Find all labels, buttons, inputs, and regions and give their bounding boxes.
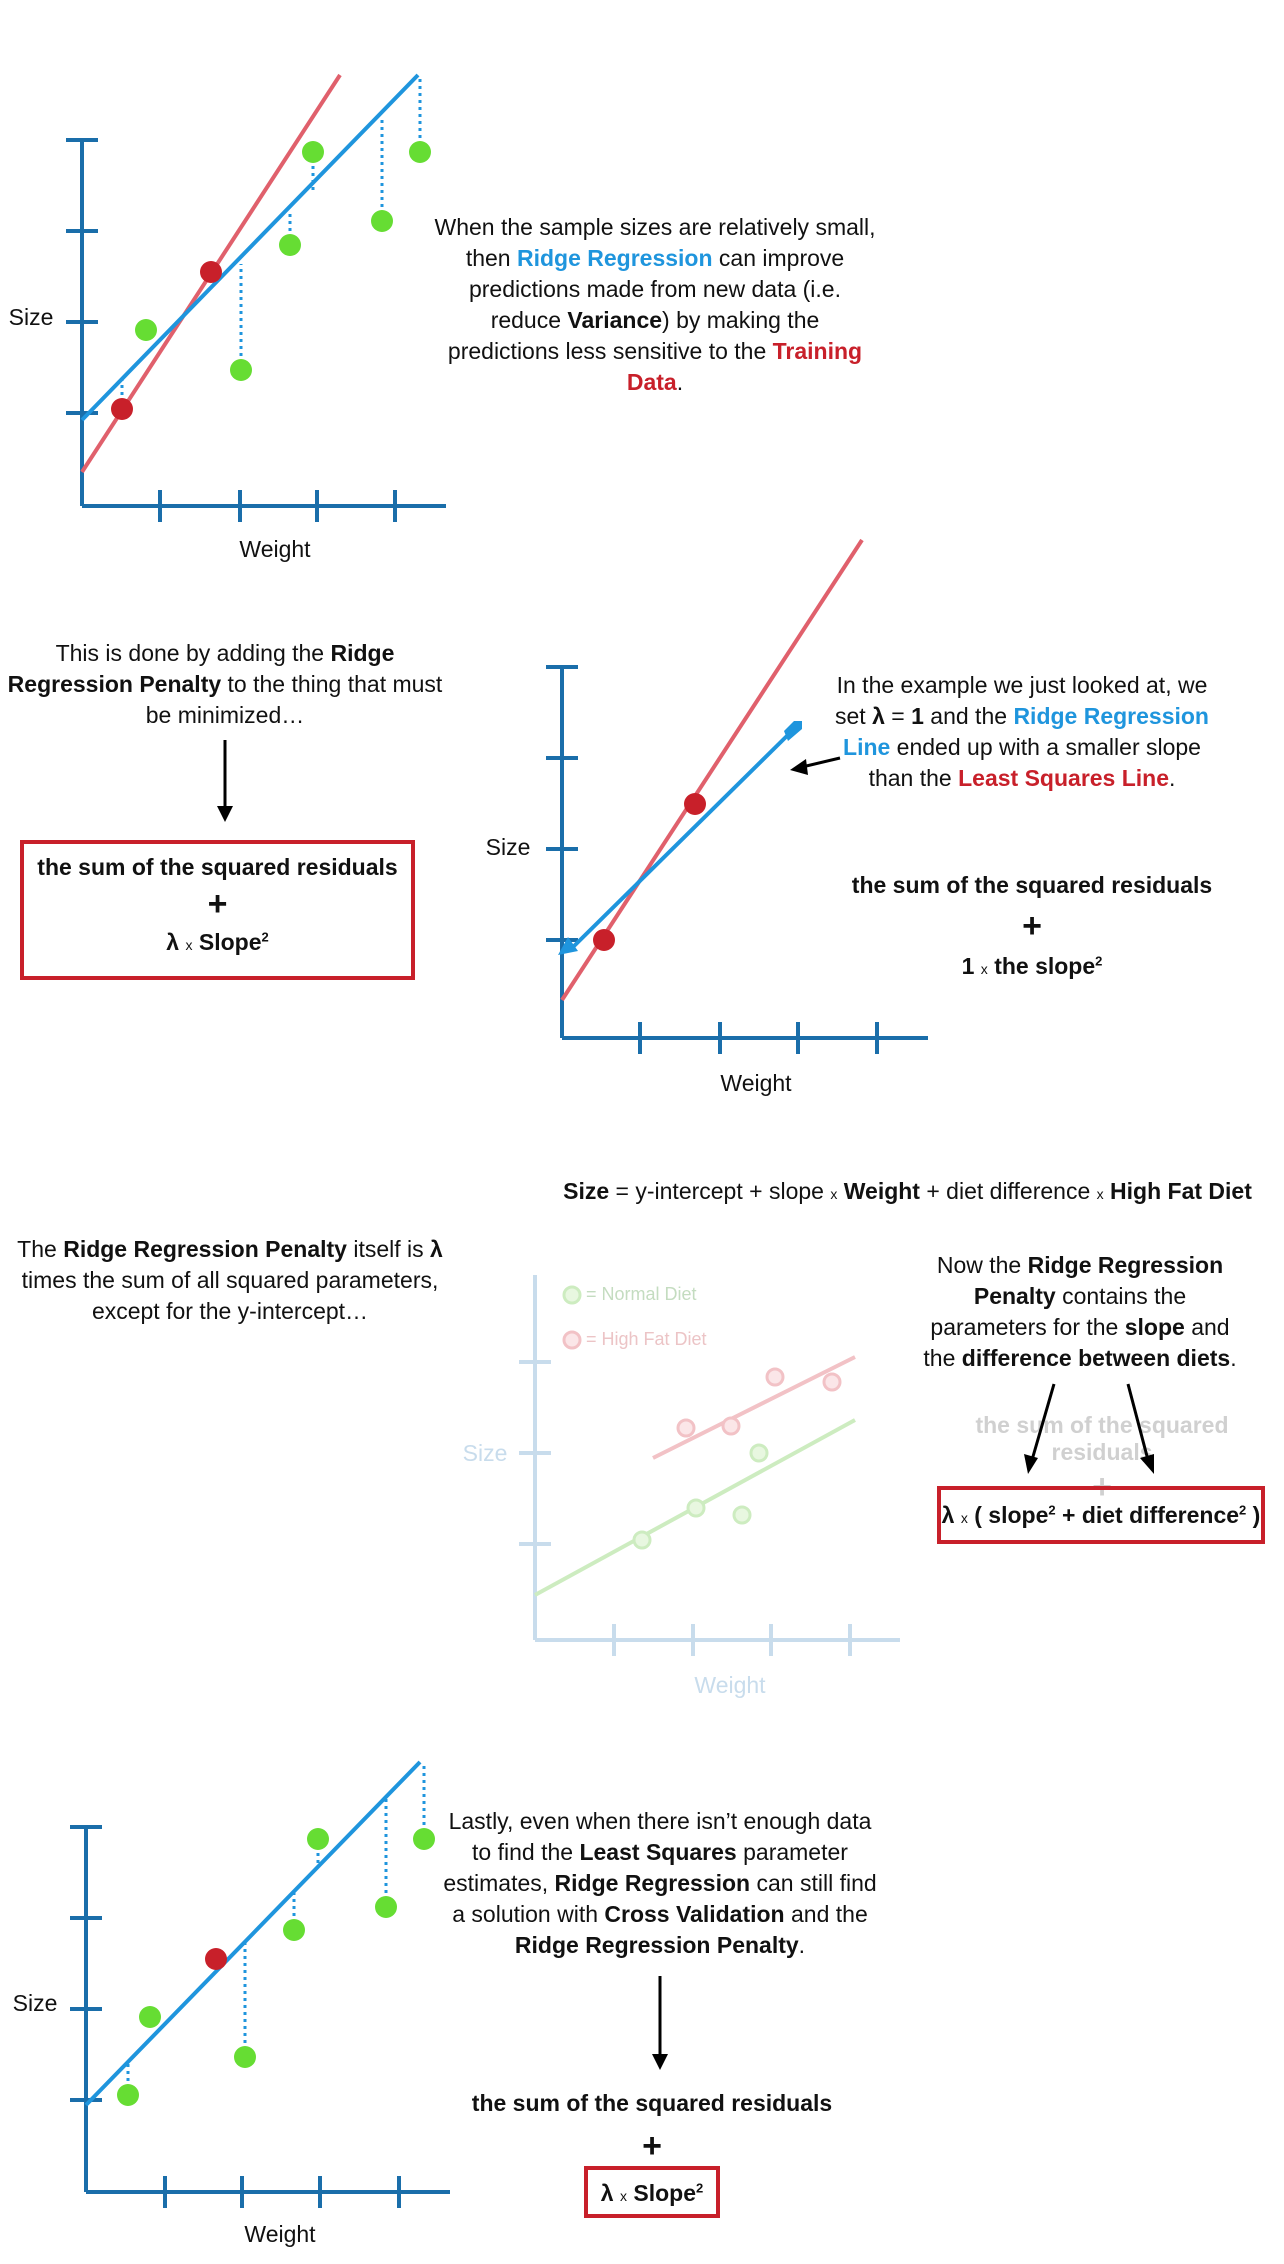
panel3-left-text: The Ridge Regression Penalty itself is λ… <box>17 1236 443 1324</box>
panel2-graph <box>546 538 928 1054</box>
panel2-penalty-box: the sum of the squared residuals + λ x S… <box>20 840 415 980</box>
panel3-formula: Size = y-intercept + slope x Weight + di… <box>563 1178 1252 1204</box>
residuals <box>126 1763 426 2095</box>
panel3-penalty-box: λ x ( slope2 + diet difference2 ) <box>937 1486 1265 1544</box>
data-points <box>117 1828 435 2106</box>
panel2-x-label: Weight <box>720 1070 792 1096</box>
residuals <box>120 77 422 409</box>
panel4-down-arrow <box>652 1976 668 2070</box>
ridge-regression-line <box>84 1760 422 2107</box>
pointer-arrow <box>790 756 841 775</box>
data-points <box>111 141 431 420</box>
panel4-equation: the sum of the squared residuals + <box>471 2090 833 2165</box>
panel2-equation: the sum of the squared residuals + 1 x t… <box>851 872 1213 979</box>
panel3-x-label: Weight <box>694 1672 766 1698</box>
panel3-arrows <box>1024 1383 1154 1474</box>
panel3-right-text: Now the Ridge Regression Penalty contain… <box>923 1252 1237 1371</box>
legend-high-fat-diet: = High Fat Diet <box>586 1329 707 1349</box>
panel2-right-text: In the example we just looked at, we set… <box>835 672 1209 791</box>
panel2-left-text: This is done by adding the Ridge Regress… <box>7 640 443 728</box>
panel2-y-label: Size <box>485 834 531 860</box>
legend-normal-diet: = Normal Diet <box>586 1284 697 1304</box>
data-point <box>593 929 615 951</box>
panel4-graph <box>70 1760 450 2208</box>
data-point <box>684 793 706 815</box>
panel1-graph <box>66 73 446 522</box>
panel1-y-label: Size <box>8 304 54 330</box>
panel4-axes <box>70 1825 450 2208</box>
panel1-axes <box>66 138 446 522</box>
panel4-y-label: Size <box>12 1990 58 2016</box>
panel1-text: When the sample sizes are relatively sma… <box>434 214 876 395</box>
ridge-regression-line <box>80 73 420 422</box>
panel3-y-label: Size <box>462 1440 508 1466</box>
panel3-faded-equation: the sum of the squared residuals + <box>975 1412 1229 1506</box>
least-squares-line <box>560 538 864 1002</box>
ridge-line-arrow <box>558 721 802 955</box>
panel4-text: Lastly, even when there isn’t enough dat… <box>443 1808 877 1958</box>
panel4-penalty-box: λ x Slope2 <box>584 2166 720 2218</box>
panel4-x-label: Weight <box>244 2221 316 2247</box>
panel2-axes <box>546 665 928 1054</box>
panel2-down-arrow <box>217 740 233 822</box>
panel3-graph-faded <box>519 1275 900 1656</box>
panel1-x-label: Weight <box>239 536 311 562</box>
